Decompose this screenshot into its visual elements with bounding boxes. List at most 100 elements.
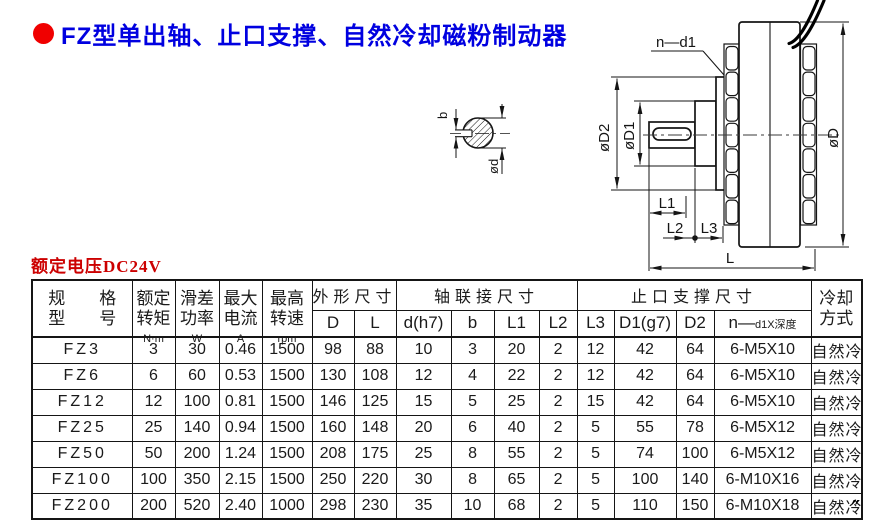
model-cell: FZ6 xyxy=(31,362,133,390)
header-slip-power: 滑差 功率 W xyxy=(174,279,220,345)
value-cell: 520 xyxy=(174,492,220,520)
value-cell: 42 xyxy=(613,388,677,416)
shaft-cross-section: b ød xyxy=(435,104,510,174)
value-cell: 175 xyxy=(353,440,397,468)
value-cell: 6-M5X12 xyxy=(713,440,812,468)
value-cell: 4 xyxy=(450,362,495,390)
value-cell: 60 xyxy=(174,362,220,390)
header-spec-model: 规 格 型 号 xyxy=(31,279,133,338)
value-cell: 2 xyxy=(538,440,578,468)
value-cell: 1500 xyxy=(261,336,313,364)
header-cooling: 冷却 方式 xyxy=(810,279,863,338)
value-cell: 1500 xyxy=(261,440,313,468)
value-cell: 6-M10X18 xyxy=(713,492,812,520)
value-cell: 10 xyxy=(395,336,452,364)
value-cell: 35 xyxy=(395,492,452,520)
header-line: 功率 xyxy=(180,308,214,328)
value-cell: 2 xyxy=(538,492,578,520)
model-cell: FZ200 xyxy=(31,492,133,520)
value-cell: 2 xyxy=(538,336,578,364)
dimension-annotations: n—d1 øD2 øD1 øD L1 L2 xyxy=(596,23,846,271)
header-col-b: b xyxy=(450,309,495,338)
value-cell: 108 xyxy=(353,362,397,390)
value-cell: 200 xyxy=(131,492,176,520)
value-cell: 12 xyxy=(576,336,615,364)
header-line: 最大 xyxy=(223,288,258,308)
unit-label: A xyxy=(236,333,245,345)
dim-label-b: b xyxy=(435,112,450,119)
table-row: FZ25 25 140 0.94 1500 160 148 20 6 40 2 5 55 78 6-M5X1… xyxy=(31,414,863,442)
value-cell: 20 xyxy=(395,414,452,442)
unit-label: N·m xyxy=(143,333,164,345)
dim-label-l1: L1 xyxy=(659,195,676,212)
model-cell: FZ12 xyxy=(31,388,133,416)
value-cell: 125 xyxy=(353,388,397,416)
header-line: 最高 xyxy=(270,288,304,308)
value-cell: 25 xyxy=(395,440,452,468)
model-cell: FZ3 xyxy=(31,336,133,364)
dim-label-l2: L2 xyxy=(667,220,684,237)
value-cell: 15 xyxy=(395,388,452,416)
header-line: 电流 xyxy=(223,308,258,328)
value-cell: 5 xyxy=(576,466,615,494)
header-col-L2: L2 xyxy=(538,309,578,338)
table-row: FZ200 200 520 2.40 1000 298 230 35 10 68 2 5 110 150 6… xyxy=(31,492,863,520)
value-cell: 220 xyxy=(353,466,397,494)
value-cell: 42 xyxy=(613,336,677,364)
value-cell: 5 xyxy=(576,492,615,520)
value-cell: 6-M10X16 xyxy=(713,466,812,494)
header-group-shaft: 轴联接尺寸 xyxy=(395,279,578,311)
value-cell: 130 xyxy=(311,362,355,390)
header-col-n-d1-depth: n—d1X深度 xyxy=(713,309,812,338)
dim-label-l: L xyxy=(726,250,734,267)
value-cell: 2 xyxy=(538,466,578,494)
header-line: 冷却 xyxy=(819,288,854,308)
value-cell: 6 xyxy=(131,362,176,390)
value-cell: 160 xyxy=(311,414,355,442)
header-line: 转矩 xyxy=(136,308,171,328)
value-cell: 110 xyxy=(613,492,677,520)
value-cell: 20 xyxy=(493,336,540,364)
value-cell: 6-M5X10 xyxy=(713,362,812,390)
title-text: FZ型单出轴、止口支撑、自然冷却磁粉制动器 xyxy=(61,23,568,50)
value-cell: 25 xyxy=(493,388,540,416)
dim-label-n-d1: n—d1 xyxy=(656,34,696,51)
table-row: FZ50 50 200 1.24 1500 208 175 25 8 55 2 5 74 100 6-M5X… xyxy=(31,440,863,468)
value-cell: 12 xyxy=(576,362,615,390)
value-cell: 自然冷 xyxy=(810,414,863,442)
nd-prefix: n— xyxy=(728,313,755,333)
value-cell: 6-M5X12 xyxy=(713,414,812,442)
value-cell: 自然冷 xyxy=(810,440,863,468)
value-cell: 64 xyxy=(675,362,715,390)
value-cell: 2 xyxy=(538,388,578,416)
value-cell: 自然冷 xyxy=(810,388,863,416)
value-cell: 298 xyxy=(311,492,355,520)
value-cell: 230 xyxy=(353,492,397,520)
value-cell: 350 xyxy=(174,466,220,494)
value-cell: 3 xyxy=(450,336,495,364)
spec-table-body: FZ3 3 30 0.46 1500 98 88 10 3 20 2 12 42 64 6-M5X10 自然冷… xyxy=(31,336,863,520)
value-cell: 0.46 xyxy=(218,336,263,364)
value-cell: 68 xyxy=(493,492,540,520)
value-cell: 2.40 xyxy=(218,492,263,520)
header-group-outline: 外形尺寸 xyxy=(311,279,397,311)
value-cell: 1500 xyxy=(261,362,313,390)
value-cell: 30 xyxy=(174,336,220,364)
value-cell: 自然冷 xyxy=(810,336,863,364)
page-title: FZ型单出轴、止口支撑、自然冷却磁粉制动器 xyxy=(33,16,567,51)
header-col-L3: L3 xyxy=(576,309,615,338)
nd-small: d1X深度 xyxy=(754,319,797,332)
value-cell: 55 xyxy=(493,440,540,468)
value-cell: 2 xyxy=(538,414,578,442)
value-cell: 88 xyxy=(353,336,397,364)
value-cell: 2 xyxy=(538,362,578,390)
header-max-speed: 最高 转速 rpm xyxy=(261,279,313,345)
technical-drawing: b ød xyxy=(435,0,849,271)
table-row: FZ6 6 60 0.53 1500 130 108 12 4 22 2 12 42 64 6-M5X10 自… xyxy=(31,362,863,390)
model-cell: FZ25 xyxy=(31,414,133,442)
unit-label: rpm xyxy=(277,333,297,345)
header-line: 滑差 xyxy=(180,288,214,308)
value-cell: 100 xyxy=(174,388,220,416)
value-cell: 150 xyxy=(675,492,715,520)
